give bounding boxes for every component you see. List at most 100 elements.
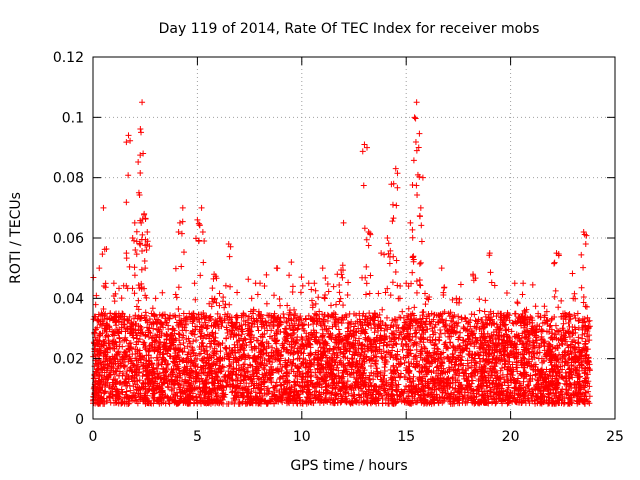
data-point [292, 381, 299, 388]
data-point [403, 340, 410, 347]
data-point [427, 375, 434, 382]
axis-ticks: 0 5 10 15 20 25 0 0.02 0.04 0.06 0.08 0.1 0.12 [53, 50, 624, 445]
data-point [136, 377, 143, 384]
data-point [93, 292, 100, 299]
data-point [149, 305, 156, 312]
data-point [251, 345, 258, 352]
data-point [282, 359, 289, 366]
data-point [401, 323, 408, 330]
data-point [293, 391, 300, 398]
data-point [175, 305, 182, 312]
data-point [444, 375, 451, 382]
data-point [559, 310, 566, 317]
data-point [274, 347, 281, 354]
data-point [394, 282, 401, 289]
data-point [311, 280, 318, 287]
data-point [376, 335, 383, 342]
data-point [440, 292, 447, 299]
data-point [579, 315, 586, 322]
data-point [172, 265, 179, 272]
data-point [389, 279, 396, 286]
data-point [175, 228, 182, 235]
data-point [137, 241, 144, 248]
data-point [504, 344, 511, 351]
data-point [346, 384, 353, 391]
data-point [238, 355, 245, 362]
data-point [356, 351, 363, 358]
data-point [141, 258, 148, 265]
data-point [410, 157, 417, 164]
data-point [296, 382, 303, 389]
data-point [136, 192, 143, 199]
data-point [567, 348, 574, 355]
data-point [203, 376, 210, 383]
data-point [139, 231, 146, 238]
data-point [582, 326, 589, 333]
data-point [424, 295, 431, 302]
data-point [131, 219, 138, 226]
data-point [180, 249, 187, 256]
data-point [96, 265, 103, 272]
data-point [146, 315, 153, 322]
data-point [95, 317, 102, 324]
data-point [309, 316, 316, 323]
data-point [233, 365, 240, 372]
data-point [124, 316, 131, 323]
data-point [325, 360, 332, 367]
data-point [133, 251, 140, 258]
data-point [339, 274, 346, 281]
data-point [468, 354, 475, 361]
data-point [172, 291, 179, 298]
data-point [102, 325, 109, 332]
data-point [386, 260, 393, 267]
data-point [430, 368, 437, 375]
data-point [337, 295, 344, 302]
data-point [430, 331, 437, 338]
data-point [161, 344, 168, 351]
data-point [407, 219, 414, 226]
data-point [121, 363, 128, 370]
data-point [223, 345, 230, 352]
data-point [384, 285, 391, 292]
data-point [393, 257, 400, 264]
data-point [230, 366, 237, 373]
data-point [422, 321, 429, 328]
data-point [411, 114, 418, 121]
data-point [158, 397, 165, 404]
data-point [361, 141, 368, 148]
data-point [259, 331, 266, 338]
data-point [183, 355, 190, 362]
data-point [353, 358, 360, 365]
data-point [151, 344, 158, 351]
data-point [289, 283, 296, 290]
data-point [477, 358, 484, 365]
data-point [241, 335, 248, 342]
data-point [142, 236, 149, 243]
x-tick-label: 10 [293, 429, 311, 445]
data-point [348, 361, 355, 368]
data-point [173, 294, 180, 301]
data-point [203, 347, 210, 354]
data-point [148, 361, 155, 368]
data-point [572, 326, 579, 333]
data-point [112, 290, 119, 297]
data-point [163, 340, 170, 347]
data-point [359, 148, 366, 155]
data-point [129, 235, 136, 241]
data-point [488, 279, 495, 286]
data-point [530, 366, 537, 373]
data-point [530, 327, 537, 334]
data-point [385, 250, 392, 257]
data-point [438, 265, 445, 272]
x-tick-label: 25 [606, 429, 624, 445]
data-point [326, 333, 333, 340]
data-point [582, 340, 589, 347]
data-point [525, 349, 532, 356]
data-point [127, 137, 134, 144]
data-point [263, 350, 270, 357]
data-point [526, 358, 533, 365]
data-point [420, 308, 427, 315]
data-point [129, 285, 136, 292]
data-point [336, 298, 343, 305]
data-point [354, 375, 361, 382]
